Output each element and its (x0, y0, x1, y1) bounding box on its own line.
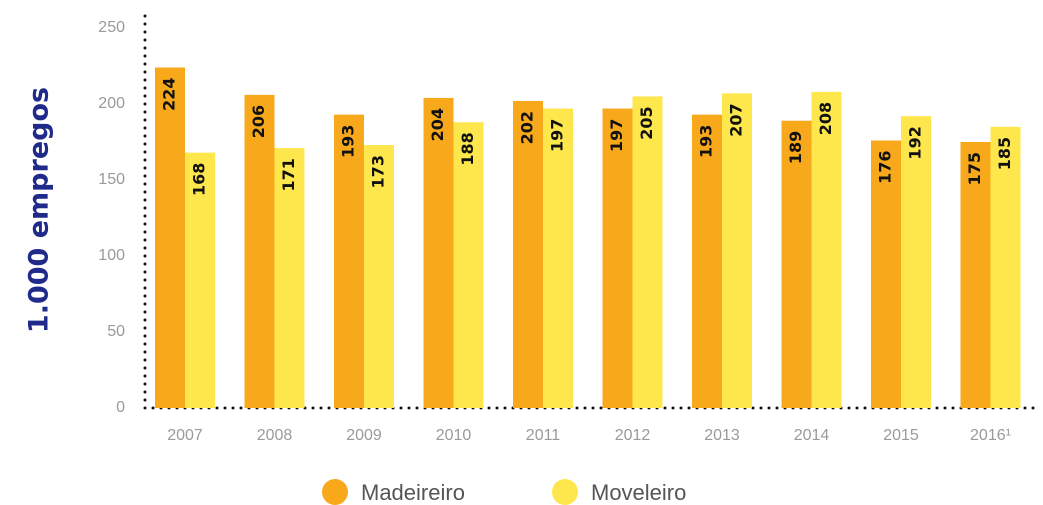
bar (602, 108, 633, 408)
bar (334, 114, 364, 408)
y-axis-label: 1.000 empregos (24, 87, 55, 333)
value-label: 206 (249, 105, 268, 138)
x-tick-label: 2012 (615, 427, 651, 444)
bar (453, 122, 484, 409)
bar (423, 97, 454, 409)
value-label: 176 (876, 150, 895, 183)
bar (185, 152, 215, 408)
x-tick-label: 2009 (346, 427, 382, 444)
x-tick-label: 2014 (794, 427, 830, 444)
value-label: 208 (816, 102, 835, 135)
x-tick-label: 2013 (704, 427, 740, 444)
bar (811, 91, 842, 408)
value-label: 197 (548, 119, 567, 152)
y-tick-label: 250 (98, 19, 125, 36)
y-tick-label: 100 (98, 247, 125, 264)
bar (692, 114, 722, 408)
bar (901, 116, 931, 408)
x-tick-label: 2016¹ (970, 427, 1011, 444)
legend-label: Moveleiro (591, 480, 686, 505)
bar (543, 108, 573, 408)
y-tick-label: 200 (98, 95, 125, 112)
value-label: 175 (965, 152, 984, 185)
bar (155, 67, 185, 409)
x-tick-label: 2007 (167, 427, 203, 444)
value-label: 193 (339, 125, 358, 158)
value-label: 192 (906, 126, 925, 159)
bar (990, 126, 1021, 409)
value-label: 168 (190, 163, 209, 196)
legend-label: Madeireiro (361, 480, 465, 505)
x-tick-label: 2015 (883, 427, 919, 444)
bar (871, 140, 901, 409)
value-label: 224 (160, 78, 179, 111)
value-label: 207 (727, 103, 746, 136)
value-label: 189 (786, 131, 805, 164)
bar (513, 100, 543, 409)
bar (274, 148, 305, 408)
value-label: 171 (279, 158, 298, 191)
bar (632, 96, 663, 409)
value-label: 205 (637, 106, 656, 139)
value-label: 188 (458, 132, 477, 165)
value-label: 173 (369, 155, 388, 188)
x-tick-label: 2008 (257, 427, 293, 444)
y-tick-label: 150 (98, 171, 125, 188)
value-label: 193 (697, 125, 716, 158)
value-label: 204 (428, 108, 447, 141)
value-label: 185 (995, 137, 1014, 170)
x-tick-label: 2011 (526, 427, 561, 444)
bar (364, 145, 394, 409)
x-tick-label: 2010 (436, 427, 472, 444)
bar (722, 93, 752, 409)
legend-swatch (322, 479, 348, 505)
value-label: 197 (607, 119, 626, 152)
bar (781, 120, 812, 408)
y-tick-label: 50 (107, 323, 125, 340)
y-tick-label: 0 (116, 399, 125, 416)
value-label: 202 (518, 111, 537, 144)
legend-swatch (552, 479, 578, 505)
bar (244, 94, 275, 408)
bar (960, 142, 991, 408)
